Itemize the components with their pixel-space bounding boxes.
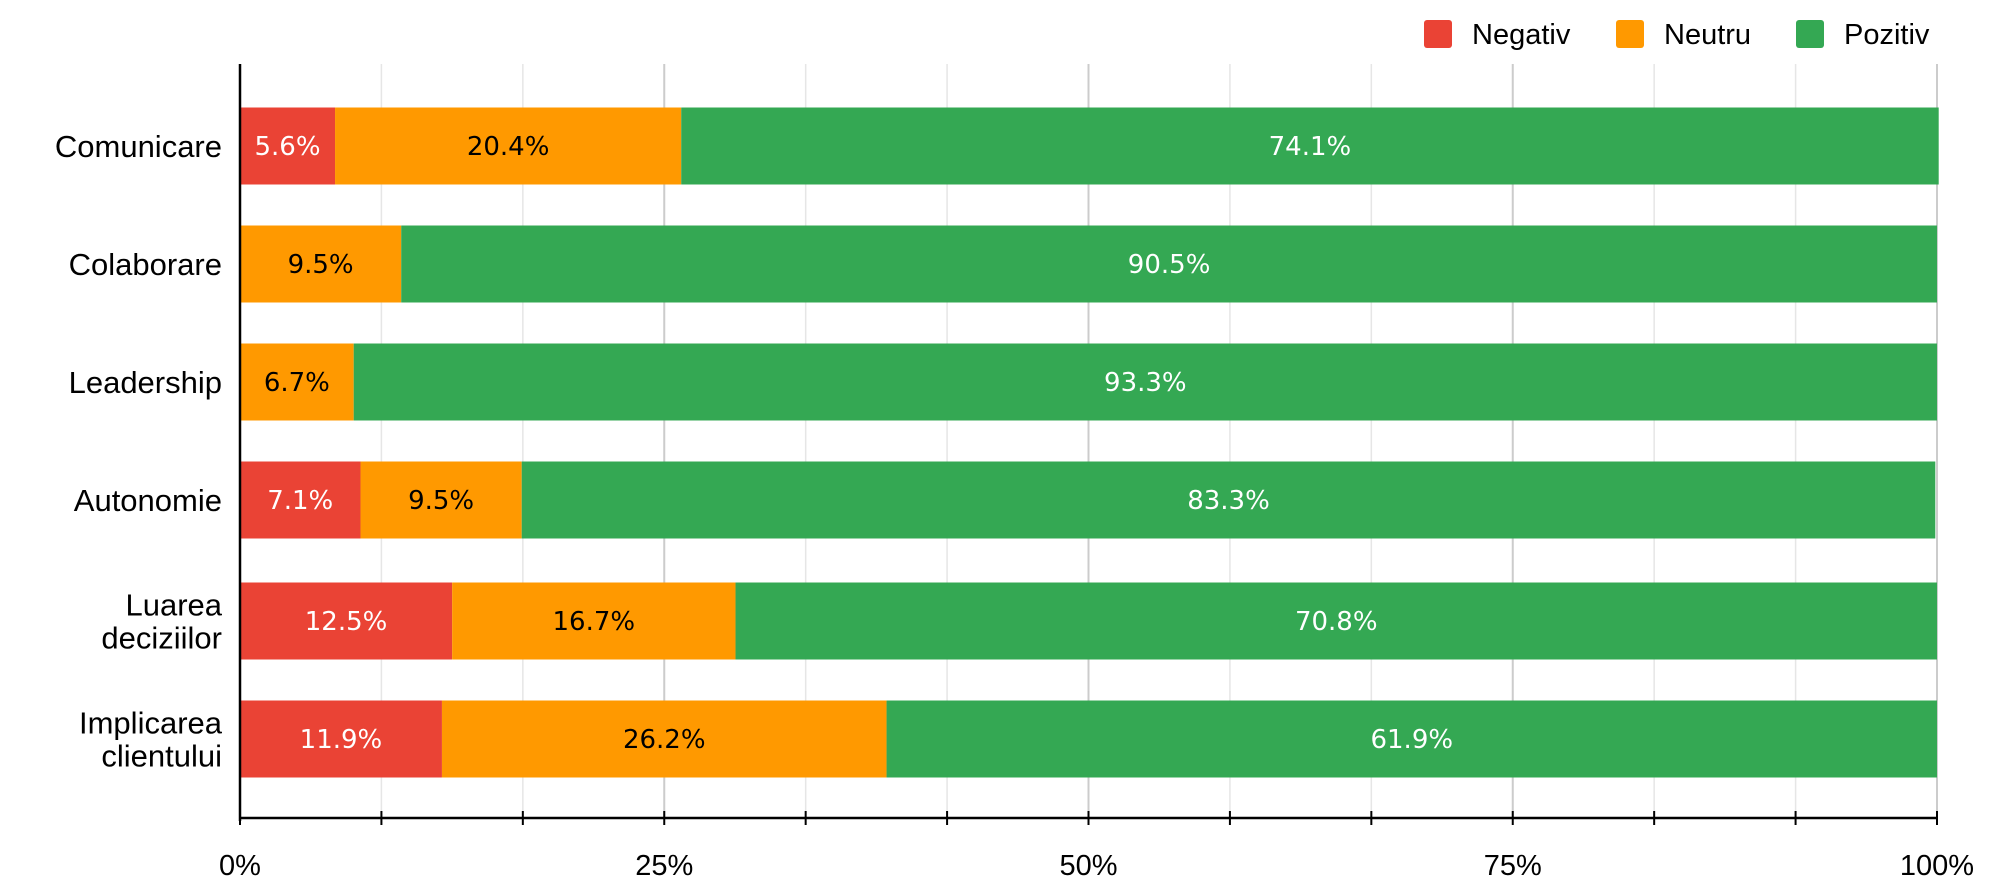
- category-label-autonomie: Autonomie: [74, 483, 222, 518]
- legend-item-negativ[interactable]: Negativ: [1424, 19, 1571, 51]
- bar-neutru-comunicare: [335, 107, 682, 185]
- x-tick-label: 50%: [1059, 850, 1117, 882]
- bar-pozitiv-colaborare: [401, 225, 1938, 303]
- data-label-pozitiv-autonomie: 83.3%: [1187, 486, 1270, 516]
- legend-swatch-neutru: [1616, 20, 1644, 48]
- bars: 5.6% 7.1% 12.5% 11.9% 20.4% 9.5% 6.7% 9.5% 16.7%…: [240, 107, 1939, 778]
- bar-neutru-leadership: [240, 343, 354, 421]
- legend-item-pozitiv[interactable]: Pozitiv: [1796, 19, 1930, 51]
- data-label-negativ-comunicare: 5.6%: [254, 132, 320, 162]
- legend-swatch-negativ: [1424, 20, 1452, 48]
- bar-negativ-autonomie: [240, 461, 361, 539]
- x-tick-label: 100%: [1900, 850, 1974, 882]
- bar-pozitiv-implicarea-clientului: [886, 700, 1937, 778]
- data-label-pozitiv-implicarea-clientului: 61.9%: [1370, 725, 1453, 755]
- bar-neutru-luarea-deciziilor: [452, 582, 736, 660]
- category-label-leadership: Leadership: [69, 365, 222, 400]
- data-label-neutru-implicarea-clientului: 26.2%: [623, 725, 706, 755]
- bar-pozitiv-leadership: [353, 343, 1938, 421]
- data-label-neutru-colaborare: 9.5%: [288, 250, 354, 280]
- bar-pozitiv-luarea-deciziilor: [735, 582, 1938, 660]
- bar-pozitiv-autonomie: [521, 461, 1936, 539]
- legend-swatch-pozitiv: [1796, 20, 1824, 48]
- data-label-negativ-implicarea-clientului: 11.9%: [300, 725, 383, 755]
- bar-neutru-implicarea-clientului: [441, 700, 887, 778]
- category-label-colaborare: Colaborare: [69, 247, 222, 282]
- legend-label-neutru: Neutru: [1664, 19, 1751, 51]
- data-label-neutru-leadership: 6.7%: [264, 368, 330, 398]
- bar-pozitiv-comunicare: [681, 107, 1939, 185]
- legend-label-negativ: Negativ: [1472, 19, 1571, 51]
- data-label-pozitiv-colaborare: 90.5%: [1128, 250, 1211, 280]
- legend-item-neutru[interactable]: Neutru: [1616, 19, 1751, 51]
- bar-negativ-comunicare: [240, 107, 336, 185]
- bar-negativ-luarea-deciziilor: [240, 582, 453, 660]
- bar-neutru-autonomie: [360, 461, 522, 539]
- data-label-neutru-comunicare: 20.4%: [467, 132, 550, 162]
- data-label-negativ-luarea-deciziilor: 12.5%: [305, 607, 388, 637]
- category-label-implicarea-clientului: Implicarea clientului: [79, 706, 223, 774]
- category-label-comunicare: Comunicare: [55, 129, 222, 164]
- data-label-pozitiv-comunicare: 74.1%: [1269, 132, 1352, 162]
- category-labels: Comunicare Colaborare Leadership Autonomie L…: [55, 129, 223, 774]
- x-tick-label: 75%: [1484, 850, 1542, 882]
- legend-label-pozitiv: Pozitiv: [1844, 19, 1930, 51]
- bar-negativ-implicarea-clientului: [240, 700, 442, 778]
- data-label-pozitiv-leadership: 93.3%: [1104, 368, 1187, 398]
- data-label-pozitiv-luarea-deciziilor: 70.8%: [1295, 607, 1378, 637]
- data-label-negativ-autonomie: 7.1%: [267, 486, 333, 516]
- data-label-neutru-autonomie: 9.5%: [408, 486, 474, 516]
- x-tick-label: 0%: [219, 850, 261, 882]
- x-tick-label: 25%: [635, 850, 693, 882]
- data-label-neutru-luarea-deciziilor: 16.7%: [553, 607, 636, 637]
- category-label-luarea-deciziilor: Luarea deciziilor: [101, 588, 222, 656]
- x-axis: 0% 25% 50% 75% 100%: [219, 64, 1974, 882]
- gridlines: [239, 64, 1938, 818]
- bar-neutru-colaborare: [240, 225, 402, 303]
- legend: Negativ Neutru Pozitiv: [1424, 19, 1930, 51]
